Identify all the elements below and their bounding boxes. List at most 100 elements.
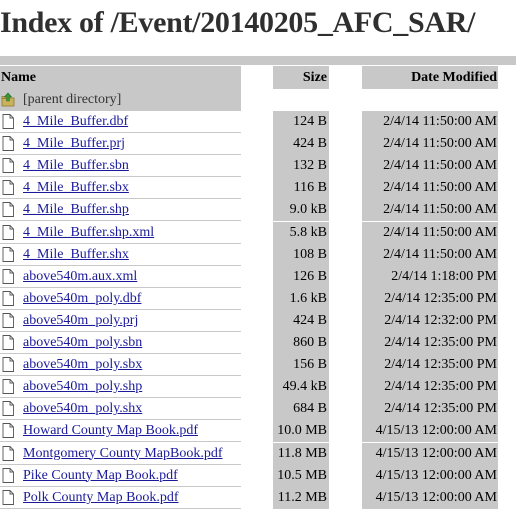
- file-name-cell[interactable]: Polk County Map Book.pdf: [0, 487, 241, 509]
- file-date-modified: 2/4/14 12:35:00 PM: [362, 287, 498, 310]
- file-date-modified: 2/4/14 11:50:00 AM: [362, 221, 498, 244]
- file-link[interactable]: 4_Mile_Buffer.shx: [23, 246, 129, 262]
- file-icon: [2, 467, 14, 483]
- file-date-modified: 2/4/14 11:50:00 AM: [362, 199, 498, 222]
- file-icon: [2, 312, 14, 328]
- file-row[interactable]: above540m_poly.prj 424 B 2/4/14 12:32:00 P…: [0, 309, 516, 332]
- file-link[interactable]: 4_Mile_Buffer.dbf: [23, 114, 129, 129]
- file-icon: [2, 136, 14, 152]
- file-name-cell[interactable]: Pike County Map Book.pdf: [0, 465, 241, 487]
- file-name-cell[interactable]: Howard County Map Book.pdf: [0, 420, 241, 443]
- file-link[interactable]: 4_Mile_Buffer.prj: [23, 136, 126, 152]
- page-title: Index of /Event/20140205_AFC_SAR/: [0, 6, 476, 39]
- file-date-modified: 2/4/14 11:50:00 AM: [362, 133, 498, 156]
- file-name-cell[interactable]: Montgomery County MapBook.pdf: [0, 443, 241, 465]
- file-link[interactable]: 4_Mile_Buffer.sbn: [23, 158, 129, 174]
- file-icon: [2, 357, 14, 373]
- file-link[interactable]: above540m_poly.dbf: [23, 290, 142, 306]
- file-icon: [2, 335, 14, 350]
- file-row[interactable]: Montgomery County MapBook.pdf 11.8 MB 4/15…: [0, 442, 516, 465]
- file-link[interactable]: Pike County Map Book.pdf: [23, 467, 178, 483]
- file-link[interactable]: Polk County Map Book.pdf: [23, 489, 179, 505]
- file-name-cell[interactable]: above540m_poly.prj: [0, 310, 241, 332]
- file-name-cell[interactable]: above540m.aux.xml: [0, 266, 241, 288]
- file-link[interactable]: above540m.aux.xml: [23, 268, 138, 284]
- file-date-modified: 2/4/14 11:50:00 AM: [362, 243, 498, 266]
- file-row[interactable]: above540m_poly.shx 684 B 2/4/14 12:35:00 P…: [0, 398, 516, 421]
- file-icon: [2, 489, 14, 505]
- file-size: 116 B: [273, 177, 329, 200]
- parent-directory-link[interactable]: [parent directory]: [23, 92, 122, 107]
- file-date-modified: 2/4/14 12:35:00 PM: [362, 398, 498, 421]
- file-row[interactable]: 4_Mile_Buffer.dbf 124 B 2/4/14 11:50:00 AM: [0, 111, 516, 133]
- file-row[interactable]: 4_Mile_Buffer.shp.xml 5.8 kB 2/4/14 11:50:…: [0, 221, 516, 244]
- file-row[interactable]: Howard County Map Book.pdf 10.0 MB 4/15/13…: [0, 420, 516, 443]
- file-size: 424 B: [273, 309, 329, 332]
- column-header-size[interactable]: Size: [273, 66, 329, 89]
- file-date-modified: 4/15/13 12:00:00 AM: [362, 442, 498, 465]
- file-date-modified: 4/15/13 12:00:00 AM: [362, 464, 498, 487]
- file-size: 124 B: [273, 111, 329, 133]
- file-name-cell[interactable]: above540m_poly.sbn: [0, 332, 241, 354]
- file-size: 108 B: [273, 243, 329, 266]
- file-icon: [2, 445, 14, 461]
- file-size: 156 B: [273, 354, 329, 377]
- file-row[interactable]: 4_Mile_Buffer.prj 424 B 2/4/14 11:50:00 AM: [0, 133, 516, 156]
- file-name-cell[interactable]: 4_Mile_Buffer.sbx: [0, 177, 241, 200]
- file-date-modified: 4/15/13 12:00:00 AM: [362, 420, 498, 443]
- file-row[interactable]: 4_Mile_Buffer.shx 108 B 2/4/14 11:50:00 AM: [0, 243, 516, 266]
- file-date-modified: 2/4/14 12:35:00 PM: [362, 376, 498, 399]
- file-date-modified: 4/15/13 12:00:00 AM: [362, 486, 498, 509]
- file-link[interactable]: above540m_poly.prj: [23, 312, 139, 328]
- file-link[interactable]: above540m_poly.shp: [23, 379, 143, 395]
- file-link[interactable]: Montgomery County MapBook.pdf: [23, 445, 223, 461]
- file-icon: [2, 401, 14, 417]
- file-row[interactable]: Pike County Map Book.pdf 10.5 MB 4/15/13 1…: [0, 464, 516, 487]
- file-row[interactable]: 4_Mile_Buffer.shp 9.0 kB 2/4/14 11:50:00 A…: [0, 199, 516, 222]
- file-link[interactable]: 4_Mile_Buffer.shp: [23, 202, 129, 218]
- file-row[interactable]: 4_Mile_Buffer.sbx 116 B 2/4/14 11:50:00 AM: [0, 177, 516, 200]
- file-size: 10.0 MB: [273, 420, 329, 443]
- column-header-date[interactable]: Date Modified: [362, 66, 498, 89]
- file-row[interactable]: above540m_poly.sbx 156 B 2/4/14 12:35:00 P…: [0, 354, 516, 377]
- file-name-cell[interactable]: 4_Mile_Buffer.sbn: [0, 155, 241, 178]
- folder-up-icon: [1, 92, 15, 107]
- file-name-cell[interactable]: 4_Mile_Buffer.prj: [0, 133, 241, 156]
- file-link[interactable]: above540m_poly.sbn: [23, 335, 143, 350]
- file-row[interactable]: above540m.aux.xml 126 B 2/4/14 1:18:00 PM: [0, 265, 516, 288]
- file-name-cell[interactable]: 4_Mile_Buffer.shp: [0, 199, 241, 222]
- file-icon: [2, 246, 14, 262]
- file-link[interactable]: 4_Mile_Buffer.sbx: [23, 180, 129, 196]
- file-link[interactable]: 4_Mile_Buffer.shp.xml: [23, 224, 155, 240]
- header-rule: [0, 56, 516, 65]
- file-size: 11.8 MB: [273, 442, 329, 465]
- parent-directory-cell[interactable]: [parent directory]: [0, 89, 241, 111]
- file-size: 132 B: [273, 155, 329, 178]
- file-icon: [2, 224, 14, 240]
- file-row[interactable]: above540m_poly.dbf 1.6 kB 2/4/14 12:35:00 …: [0, 287, 516, 310]
- file-link[interactable]: above540m_poly.shx: [23, 401, 143, 417]
- file-date-modified: 2/4/14 12:32:00 PM: [362, 309, 498, 332]
- file-date-modified: 2/4/14 1:18:00 PM: [362, 265, 498, 288]
- file-date-modified: 2/4/14 11:50:00 AM: [362, 177, 498, 200]
- file-row[interactable]: above540m_poly.shp 49.4 kB 2/4/14 12:35:00…: [0, 376, 516, 399]
- file-name-cell[interactable]: 4_Mile_Buffer.dbf: [0, 111, 241, 133]
- file-name-cell[interactable]: 4_Mile_Buffer.shp.xml: [0, 222, 241, 244]
- file-date-modified: 2/4/14 12:35:00 PM: [362, 354, 498, 377]
- file-name-cell[interactable]: above540m_poly.dbf: [0, 288, 241, 310]
- file-icon: [2, 268, 14, 284]
- file-size: 860 B: [273, 332, 329, 354]
- file-row[interactable]: Polk County Map Book.pdf 11.2 MB 4/15/13 1…: [0, 486, 516, 509]
- file-name-cell[interactable]: above540m_poly.shp: [0, 376, 241, 399]
- file-name-cell[interactable]: above540m_poly.shx: [0, 398, 241, 421]
- file-icon: [2, 114, 14, 129]
- file-icon: [2, 379, 14, 395]
- file-row[interactable]: above540m_poly.sbn 860 B 2/4/14 12:35:00 P…: [0, 332, 516, 354]
- file-name-cell[interactable]: above540m_poly.sbx: [0, 354, 241, 377]
- parent-directory-row[interactable]: [parent directory]: [0, 89, 516, 111]
- file-name-cell[interactable]: 4_Mile_Buffer.shx: [0, 244, 241, 266]
- file-link[interactable]: Howard County Map Book.pdf: [23, 423, 198, 439]
- file-link[interactable]: above540m_poly.sbx: [23, 357, 143, 373]
- file-row[interactable]: 4_Mile_Buffer.sbn 132 B 2/4/14 11:50:00 AM: [0, 155, 516, 178]
- column-header-name[interactable]: Name: [0, 66, 241, 89]
